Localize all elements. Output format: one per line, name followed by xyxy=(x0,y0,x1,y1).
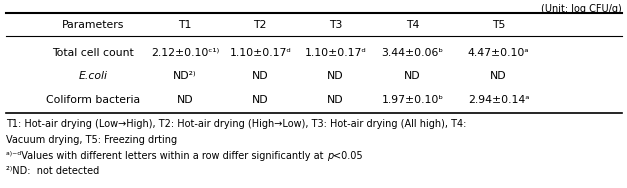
Text: ND: ND xyxy=(327,95,344,105)
Text: p: p xyxy=(327,151,333,161)
Text: ND: ND xyxy=(252,71,268,81)
Text: ND: ND xyxy=(327,71,344,81)
Text: (Unit: log CFU/g): (Unit: log CFU/g) xyxy=(541,4,622,14)
Text: ND: ND xyxy=(252,95,268,105)
Text: T1: Hot-air drying (Low→High), T2: Hot-air drying (High→Low), T3: Hot-air drying: T1: Hot-air drying (Low→High), T2: Hot-a… xyxy=(6,119,466,130)
Text: 1.10±0.17ᵈ: 1.10±0.17ᵈ xyxy=(305,48,366,58)
Text: Total cell count: Total cell count xyxy=(52,48,134,58)
Text: Vacuum drying, T5: Freezing drting: Vacuum drying, T5: Freezing drting xyxy=(6,135,177,145)
Text: 1.10±0.17ᵈ: 1.10±0.17ᵈ xyxy=(229,48,291,58)
Text: ND: ND xyxy=(404,71,421,81)
Text: ND: ND xyxy=(490,71,507,81)
Text: 1.97±0.10ᵇ: 1.97±0.10ᵇ xyxy=(382,95,443,105)
Text: T1: T1 xyxy=(178,20,192,30)
Text: T3: T3 xyxy=(329,20,342,30)
Text: 3.44±0.06ᵇ: 3.44±0.06ᵇ xyxy=(382,48,443,58)
Text: 4.47±0.10ᵃ: 4.47±0.10ᵃ xyxy=(468,48,529,58)
Text: <0.05: <0.05 xyxy=(333,151,363,161)
Text: E.coli: E.coli xyxy=(78,71,107,81)
Text: 2.12±0.10ᶜ¹⁾: 2.12±0.10ᶜ¹⁾ xyxy=(151,48,219,58)
Text: T5: T5 xyxy=(492,20,505,30)
Text: ᵃ⁾⁻ᵈValues with different letters within a row differ significantly at: ᵃ⁾⁻ᵈValues with different letters within… xyxy=(6,151,327,161)
Text: T2: T2 xyxy=(253,20,267,30)
Text: ND²⁾: ND²⁾ xyxy=(173,71,197,81)
Text: ND: ND xyxy=(177,95,193,105)
Text: 2.94±0.14ᵃ: 2.94±0.14ᵃ xyxy=(468,95,529,105)
Text: T4: T4 xyxy=(406,20,419,30)
Text: Parameters: Parameters xyxy=(61,20,124,30)
Text: Coliform bacteria: Coliform bacteria xyxy=(46,95,140,105)
Text: ²⁾ND:  not detected: ²⁾ND: not detected xyxy=(6,166,100,177)
